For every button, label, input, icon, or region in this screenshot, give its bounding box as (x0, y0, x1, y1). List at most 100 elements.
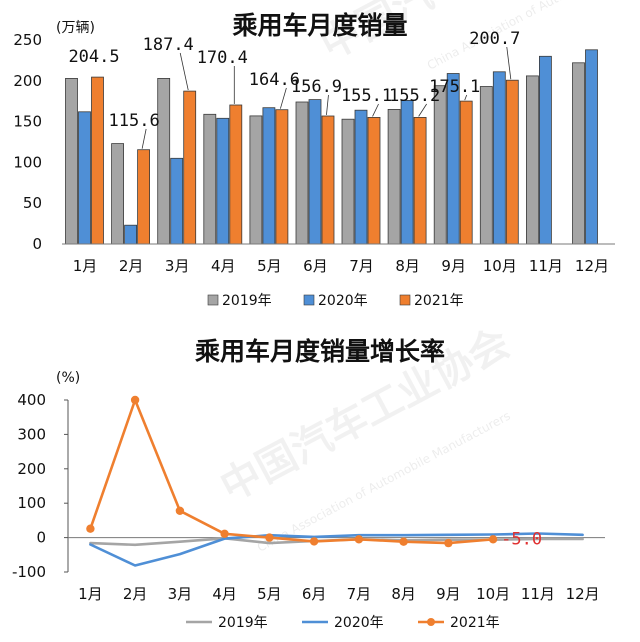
y-tick-label: 200 (13, 72, 42, 90)
legend-label: 2021年 (414, 293, 464, 309)
bar (203, 113, 217, 245)
data-label: 164.6 (249, 70, 300, 90)
series-marker (399, 537, 408, 546)
legend-label: 2020年 (318, 293, 368, 309)
series-marker (175, 506, 185, 515)
x-tick-label: 12月 (575, 257, 609, 275)
legend-marker (427, 618, 435, 626)
data-label: 156.9 (291, 77, 342, 97)
y-tick-label: 100 (17, 494, 46, 512)
x-tick-label: 12月 (566, 585, 600, 603)
x-tick-label: 10月 (476, 585, 510, 603)
bar (505, 79, 519, 245)
bar-chart-y-axis: 0 50 100 150 200 250 (13, 31, 42, 253)
bar (124, 224, 137, 245)
data-label-leader (141, 128, 147, 149)
bar (492, 71, 506, 245)
y-tick-label: 300 (17, 425, 46, 443)
data-label: 204.5 (68, 47, 119, 67)
x-tick-label: 2月 (123, 585, 148, 603)
data-label: 187.4 (143, 35, 194, 55)
bar (479, 86, 493, 245)
bar (539, 55, 552, 245)
y-tick-label: -100 (12, 563, 46, 581)
bar (367, 117, 381, 245)
x-tick-label: 6月 (302, 585, 327, 603)
series-marker (86, 524, 95, 533)
legend-label: 2019年 (218, 615, 268, 631)
y-tick-label: 250 (13, 31, 42, 49)
x-tick-label: 10月 (483, 257, 517, 275)
x-tick-label: 6月 (303, 257, 328, 275)
x-tick-label: 3月 (168, 585, 193, 603)
line-chart-x-axis: 1月 2月 3月 4月 5月 6月 7月 8月 9月 10月 11月 12月 (78, 585, 600, 603)
bar (91, 76, 104, 245)
series-line (89, 398, 495, 545)
line-chart-legend: 2019年 2020年 2021年 (186, 615, 500, 631)
y-tick-label: 100 (13, 153, 42, 171)
data-label-leader (418, 103, 427, 117)
bar-chart-title: 乘用车月度销量 (232, 11, 407, 40)
bar (341, 118, 355, 245)
bar (572, 62, 585, 245)
x-tick-label: 11月 (529, 257, 563, 275)
legend-label: 2021年 (450, 615, 500, 631)
x-tick-label: 1月 (78, 585, 103, 603)
bar (249, 115, 263, 245)
data-label: 155.1 (341, 86, 392, 106)
x-tick-label: 2月 (119, 257, 144, 275)
legend-swatch (207, 294, 219, 306)
line-chart-unit-label: (%) (56, 370, 80, 386)
series-marker (220, 529, 229, 538)
bar (433, 85, 447, 245)
bar (183, 90, 197, 245)
data-label-leader (464, 94, 468, 101)
line-chart-annotations: -5.0 (501, 530, 542, 550)
data-label: 155.2 (389, 86, 440, 106)
y-tick-label: 400 (17, 391, 46, 409)
x-tick-label: 1月 (73, 257, 98, 275)
x-tick-label: 11月 (521, 585, 555, 603)
bar (65, 78, 78, 245)
series-marker (444, 538, 453, 548)
x-tick-label: 5月 (257, 585, 282, 603)
legend-swatch (399, 294, 411, 306)
bar-chart-bars (65, 49, 598, 245)
bar (585, 49, 598, 245)
series-marker (130, 395, 140, 405)
y-tick-label: 150 (13, 113, 42, 131)
line-chart-y-axis: -100 0 100 200 300 400 (12, 391, 68, 581)
legend-label: 2020年 (334, 615, 384, 631)
x-tick-label: 4月 (212, 585, 237, 603)
bar (459, 100, 473, 245)
bar (137, 149, 151, 245)
line-chart-series (86, 395, 584, 567)
series-marker (354, 535, 364, 544)
data-label: 115.6 (109, 111, 160, 131)
x-tick-label: 8月 (391, 585, 416, 603)
bar (78, 111, 91, 245)
data-label-leader (179, 52, 189, 91)
bar-chart-unit-label: (万辆) (56, 20, 95, 36)
bar (170, 157, 184, 245)
bar-chart-legend: 2019年 2020年 2021年 (207, 293, 464, 309)
data-label-leader (326, 94, 329, 116)
data-label: 175.1 (429, 77, 480, 97)
x-tick-label: 3月 (165, 257, 190, 275)
data-label-leader (279, 87, 287, 109)
bar-chart-x-axis: 1月 2月 3月 4月 5月 6月 7月 8月 9月 10月 11月 12月 (73, 257, 609, 275)
bar (387, 109, 401, 245)
y-tick-label: 0 (36, 529, 46, 547)
line-chart-title: 乘用车月度销量增长率 (195, 337, 445, 366)
bar (413, 117, 427, 245)
bar (157, 78, 171, 245)
x-tick-label: 5月 (257, 257, 282, 275)
bar (229, 104, 243, 245)
bar (216, 117, 230, 245)
x-tick-label: 4月 (211, 257, 236, 275)
y-tick-label: 50 (23, 194, 42, 212)
x-tick-label: 7月 (349, 257, 374, 275)
x-tick-label: 9月 (441, 257, 466, 275)
bar (321, 115, 335, 245)
